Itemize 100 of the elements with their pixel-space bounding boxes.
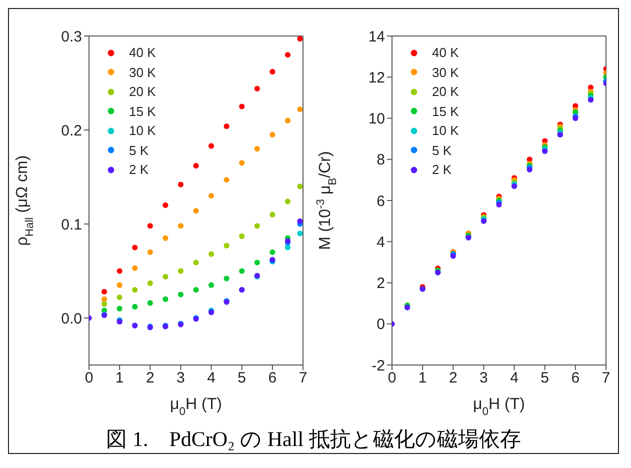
legend-label: 2 K bbox=[129, 161, 149, 179]
legend-label: 10 K bbox=[432, 122, 459, 140]
point bbox=[162, 202, 168, 208]
point bbox=[284, 52, 291, 58]
point bbox=[116, 268, 122, 274]
y-tick-label: 0.3 bbox=[61, 28, 82, 46]
y-tick-label: 6 bbox=[376, 192, 385, 210]
point bbox=[116, 306, 122, 312]
point bbox=[224, 123, 230, 130]
point bbox=[116, 294, 122, 300]
point bbox=[284, 244, 291, 250]
point bbox=[284, 118, 291, 124]
legend-label: 2 K bbox=[432, 161, 452, 179]
y-tick-label: 8 bbox=[376, 152, 385, 169]
point bbox=[147, 223, 153, 229]
point bbox=[297, 218, 303, 224]
point bbox=[270, 132, 276, 138]
x-tick-label: 5 bbox=[238, 370, 246, 387]
point bbox=[178, 268, 184, 274]
x-axis-title: μ$_{0}$H (T) bbox=[170, 396, 222, 418]
x-tick-label: 7 bbox=[602, 370, 610, 387]
point bbox=[147, 280, 153, 286]
legend-label: 20 K bbox=[432, 83, 459, 101]
point bbox=[297, 230, 303, 236]
x-axis-title: μ$_{0}$H (T) bbox=[473, 396, 525, 418]
point bbox=[116, 282, 122, 288]
legend-label: 30 K bbox=[432, 64, 459, 82]
legend-label: 10 K bbox=[129, 122, 156, 140]
point bbox=[239, 233, 245, 240]
point bbox=[270, 212, 276, 218]
x-tick-label: 4 bbox=[207, 370, 216, 387]
point bbox=[193, 162, 199, 169]
y-tick-label: 12 bbox=[368, 69, 385, 86]
x-tick-label: 1 bbox=[418, 370, 427, 387]
legend-label: 15 K bbox=[432, 102, 459, 120]
point bbox=[178, 223, 184, 229]
point bbox=[254, 260, 260, 266]
y-tick-label: 10 bbox=[368, 110, 385, 128]
point bbox=[208, 282, 214, 288]
point bbox=[178, 292, 184, 298]
point bbox=[297, 36, 303, 42]
legend-label: 30 K bbox=[129, 64, 156, 82]
legend-label: 5 K bbox=[432, 142, 452, 160]
y-tick-label: 0.0 bbox=[61, 310, 82, 328]
y-tick-label: 4 bbox=[376, 234, 385, 251]
point bbox=[270, 68, 276, 75]
x-tick-label: 3 bbox=[480, 370, 488, 387]
point bbox=[254, 223, 260, 229]
caption: 図 1. PdCrO₂ の Hall 抵抗と磁化の磁場依存 bbox=[105, 426, 522, 453]
point bbox=[193, 287, 199, 293]
point bbox=[224, 177, 230, 183]
legend-label: 40 K bbox=[129, 44, 156, 62]
x-tick-label: 2 bbox=[448, 370, 458, 387]
x-tick-label: 6 bbox=[268, 370, 277, 387]
point bbox=[297, 106, 303, 112]
point bbox=[193, 208, 199, 214]
point bbox=[239, 104, 245, 110]
x-tick-label: 6 bbox=[571, 370, 580, 387]
x-tick-label: 0 bbox=[84, 370, 94, 387]
point bbox=[254, 86, 260, 92]
x-tick-label: 5 bbox=[540, 370, 550, 387]
point bbox=[132, 287, 138, 293]
point bbox=[572, 115, 578, 122]
y-tick-label: 2 bbox=[376, 275, 385, 292]
point bbox=[147, 249, 153, 255]
point bbox=[239, 268, 245, 274]
point bbox=[208, 143, 214, 149]
x-tick-label: 4 bbox=[510, 370, 518, 387]
y-tick-label: 0 bbox=[376, 316, 385, 334]
point bbox=[101, 288, 108, 294]
point bbox=[178, 182, 184, 188]
x-tick-label: 1 bbox=[115, 370, 124, 387]
point bbox=[101, 301, 108, 307]
point bbox=[270, 249, 276, 255]
y-tick-label: -2 bbox=[372, 357, 385, 374]
point bbox=[224, 276, 230, 282]
point bbox=[101, 296, 108, 302]
y-tick-label: 14 bbox=[368, 28, 385, 46]
point bbox=[239, 160, 245, 166]
point bbox=[284, 198, 291, 204]
point bbox=[132, 304, 138, 310]
point bbox=[132, 244, 138, 250]
point bbox=[132, 265, 138, 271]
x-tick-label: 2 bbox=[146, 370, 154, 387]
point bbox=[193, 260, 199, 266]
point bbox=[254, 146, 260, 152]
point bbox=[224, 242, 230, 248]
x-tick-label: 0 bbox=[388, 370, 396, 387]
point bbox=[162, 235, 168, 241]
y-tick-label: 0.2 bbox=[61, 122, 82, 140]
legend-label: 15 K bbox=[129, 102, 156, 120]
legend-label: 40 K bbox=[432, 44, 459, 62]
point bbox=[162, 274, 168, 280]
point bbox=[208, 193, 214, 199]
point bbox=[297, 184, 303, 190]
point bbox=[208, 251, 214, 257]
legend-label: 5 K bbox=[129, 142, 149, 160]
x-tick-label: 7 bbox=[298, 370, 308, 387]
legend-label: 20 K bbox=[129, 83, 156, 101]
y-tick-label: 0.1 bbox=[61, 216, 82, 234]
